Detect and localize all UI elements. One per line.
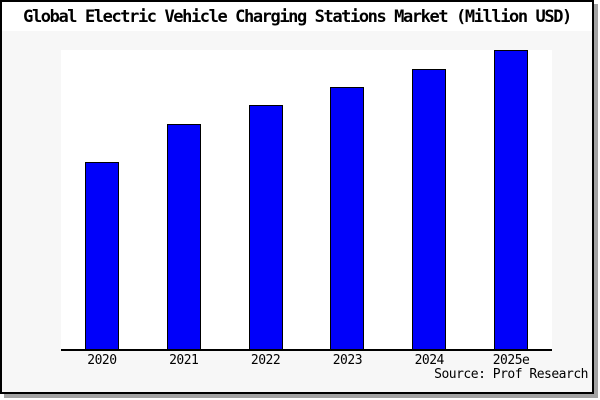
bar-2020 [84,161,119,349]
bar-slot [470,50,552,349]
x-tick-label-2024: 2024 [414,353,445,368]
bar-slot [61,50,143,349]
chart-frame: Global Electric Vehicle Charging Station… [0,0,594,394]
chart-title: Global Electric Vehicle Charging Station… [23,7,572,27]
x-tick-label-2025e: 2025e [492,353,530,368]
bar-2024 [412,69,447,349]
x-tick-label-2021: 2021 [169,353,199,368]
source-label: Source: Prof Research [434,367,588,382]
bar-slot [225,50,307,349]
title-band: Global Electric Vehicle Charging Station… [2,2,592,31]
bar-2022 [248,105,283,349]
bar-2025e [494,50,529,349]
x-axis-tick-labels: 2020 2021 2022 2023 2024 2025e [61,353,552,368]
bar-slot [143,50,225,349]
bar-2023 [330,87,365,349]
x-tick-label-2020: 2020 [87,353,117,368]
plot-area [61,50,552,351]
bar-2021 [166,124,201,349]
x-tick-label-2022: 2022 [250,353,281,368]
bars-row [61,50,552,349]
bar-slot [388,50,470,349]
bar-slot [306,50,388,349]
x-tick-label-2023: 2023 [332,353,363,368]
